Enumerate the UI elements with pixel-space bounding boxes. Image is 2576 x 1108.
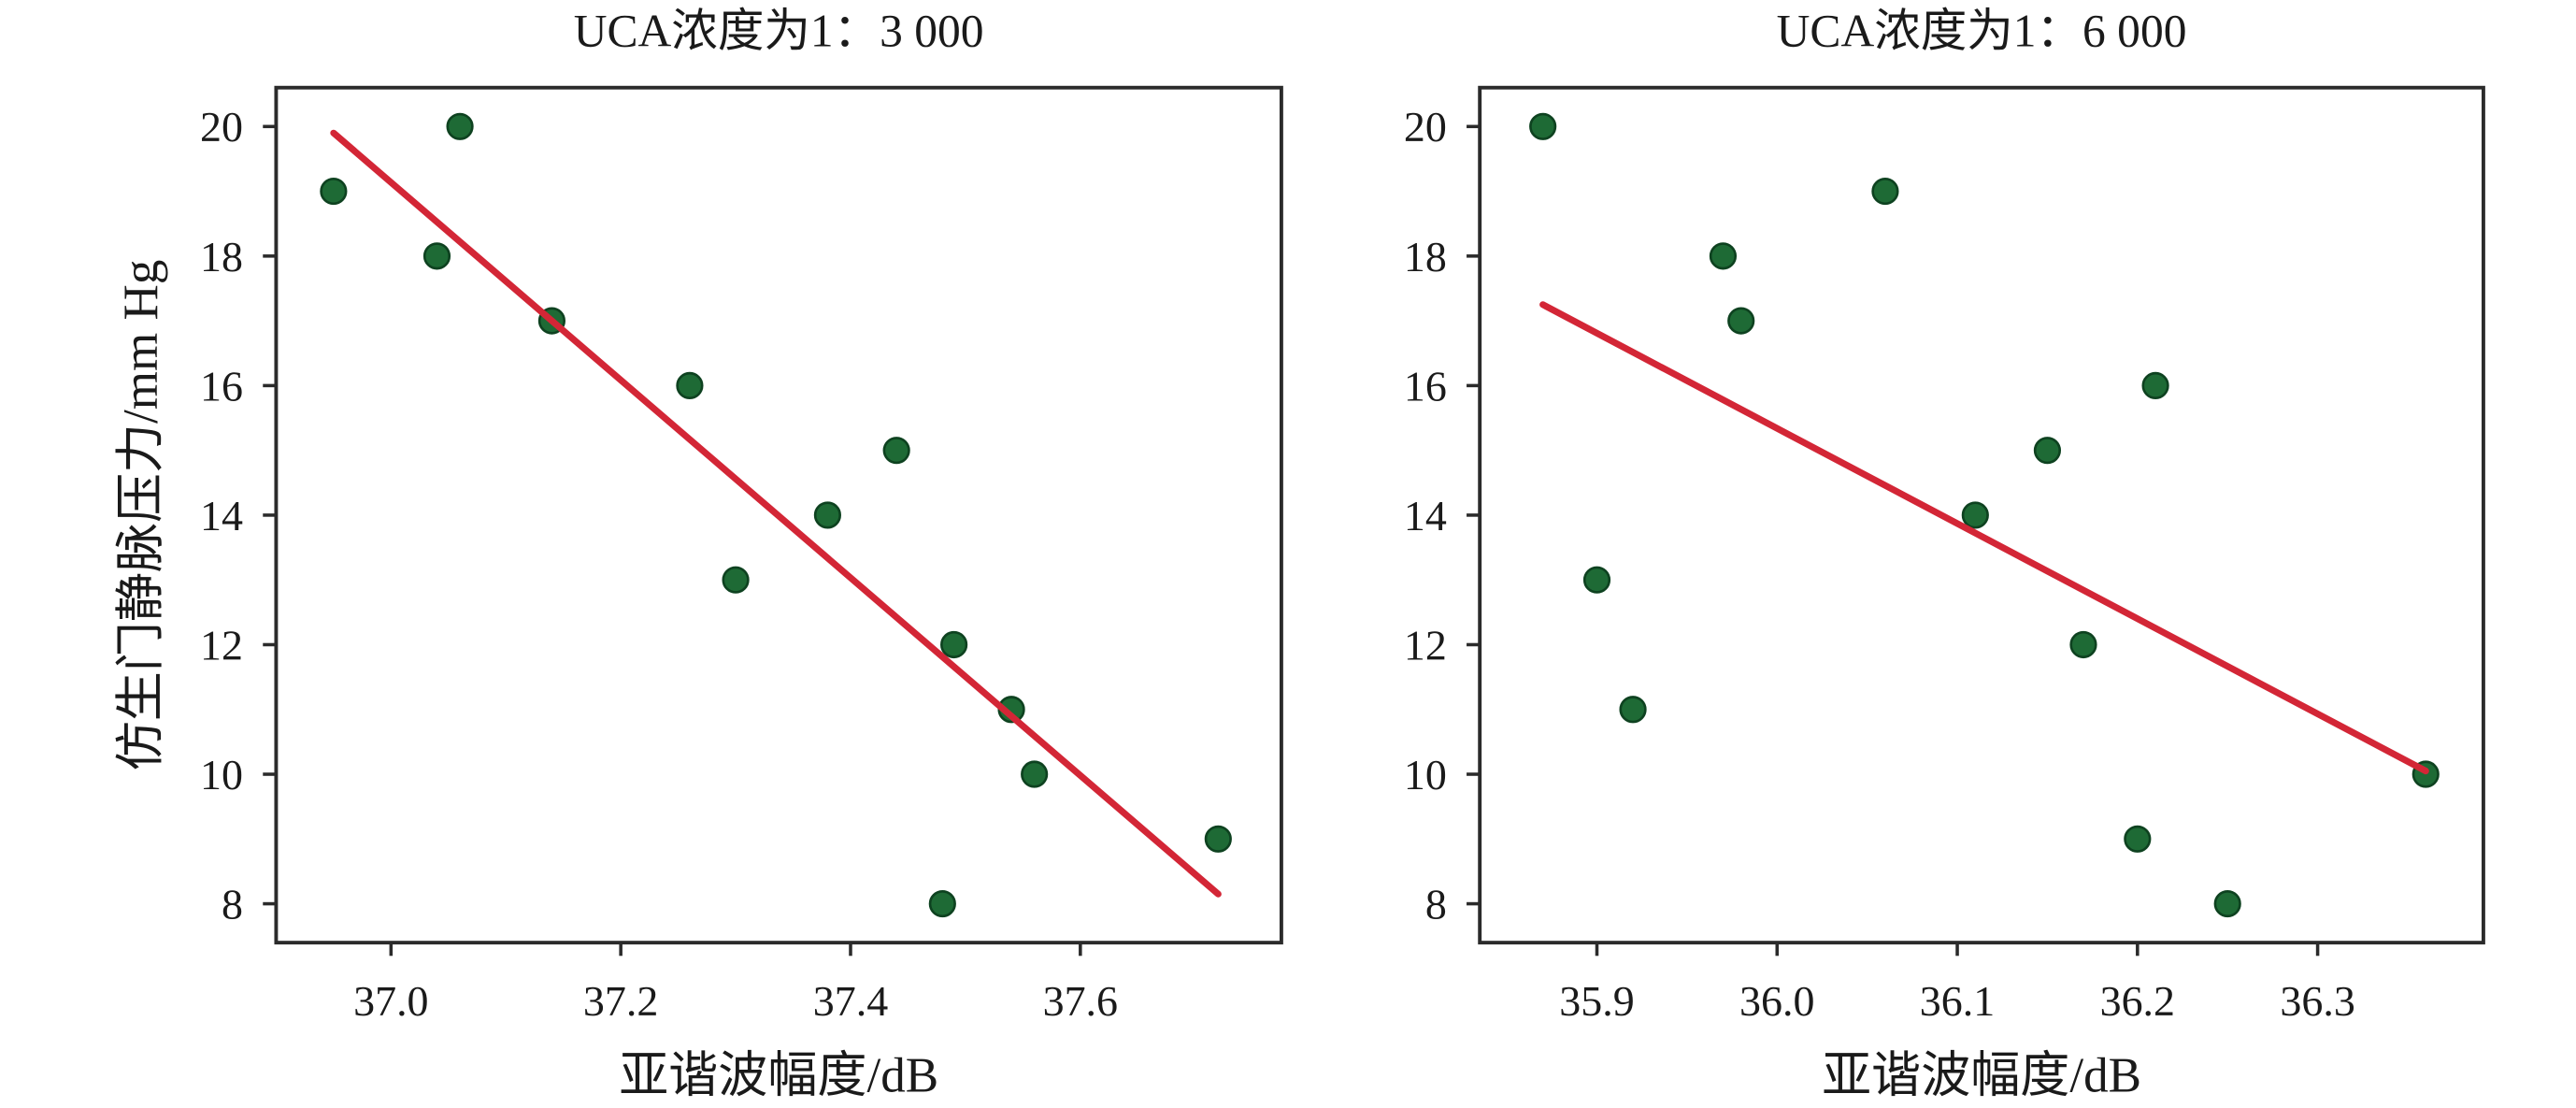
data-point — [1021, 760, 1049, 788]
y-axis-label: 仿生门静脉压力/mm Hg — [114, 260, 168, 771]
y-tick-label: 20 — [1404, 103, 1447, 151]
data-point — [1961, 501, 1989, 529]
data-point — [1529, 112, 1557, 140]
trendline — [1539, 301, 2429, 775]
x-axis-label: 亚谐波幅度/dB — [1822, 1048, 2141, 1102]
scatter-series — [1529, 112, 2440, 918]
x-tick-label: 36.2 — [2100, 977, 2175, 1025]
data-point — [2141, 371, 2169, 399]
y-tick-label: 20 — [200, 103, 243, 151]
data-point — [2069, 630, 2097, 659]
x-axis-label: 亚谐波幅度/dB — [619, 1048, 938, 1102]
data-point — [676, 371, 704, 399]
x-tick-label: 36.1 — [1920, 977, 1995, 1025]
y-tick-label: 18 — [1404, 233, 1447, 281]
data-point — [928, 889, 956, 918]
chart-title: UCA浓度为1：6 000 — [1777, 6, 2187, 57]
trendline — [330, 129, 1222, 898]
chart-panel-1: UCA浓度为1：3 000 8 10 12 14 16 18 20 37.0 37.2 37.4 37… — [114, 6, 1283, 1102]
y-tick-label: 14 — [200, 492, 243, 540]
data-point — [2124, 825, 2152, 853]
x-tick-label: 37.6 — [1043, 977, 1118, 1025]
y-tick-label: 16 — [1404, 362, 1447, 410]
data-point — [882, 437, 910, 465]
data-point — [1582, 566, 1611, 594]
chart-title: UCA浓度为1：3 000 — [574, 6, 984, 57]
y-tick-label: 14 — [1404, 492, 1447, 540]
data-point — [722, 566, 750, 594]
data-point — [1619, 696, 1647, 724]
data-point — [940, 630, 968, 659]
data-point — [422, 242, 451, 270]
x-tick-label: 37.2 — [583, 977, 658, 1025]
x-tick-label: 36.3 — [2280, 977, 2354, 1025]
y-tick-label: 12 — [1404, 621, 1447, 669]
data-point — [1871, 177, 1899, 206]
data-point — [1204, 825, 1232, 853]
x-tick-label: 37.4 — [813, 977, 888, 1025]
y-tick-label: 18 — [200, 233, 243, 281]
data-point — [1709, 242, 1738, 270]
data-point — [2213, 889, 2241, 918]
y-tick-label: 8 — [222, 880, 243, 928]
y-tick-label: 8 — [1425, 880, 1447, 928]
x-tick-label: 36.0 — [1739, 977, 1814, 1025]
y-tick-label: 10 — [1404, 751, 1447, 799]
data-point — [1727, 307, 1755, 335]
data-point — [446, 112, 474, 140]
y-tick-label: 10 — [200, 751, 243, 799]
chart-panel-2: UCA浓度为1：6 000 8 10 12 14 16 18 20 35.9 36.0 36.1 36… — [1404, 6, 2485, 1102]
data-point — [813, 501, 842, 529]
x-tick-label: 37.0 — [353, 977, 428, 1025]
data-point — [320, 177, 348, 206]
data-point — [2033, 437, 2062, 465]
x-tick-label: 35.9 — [1559, 977, 1634, 1025]
y-tick-label: 16 — [200, 362, 243, 410]
y-tick-label: 12 — [200, 621, 243, 669]
